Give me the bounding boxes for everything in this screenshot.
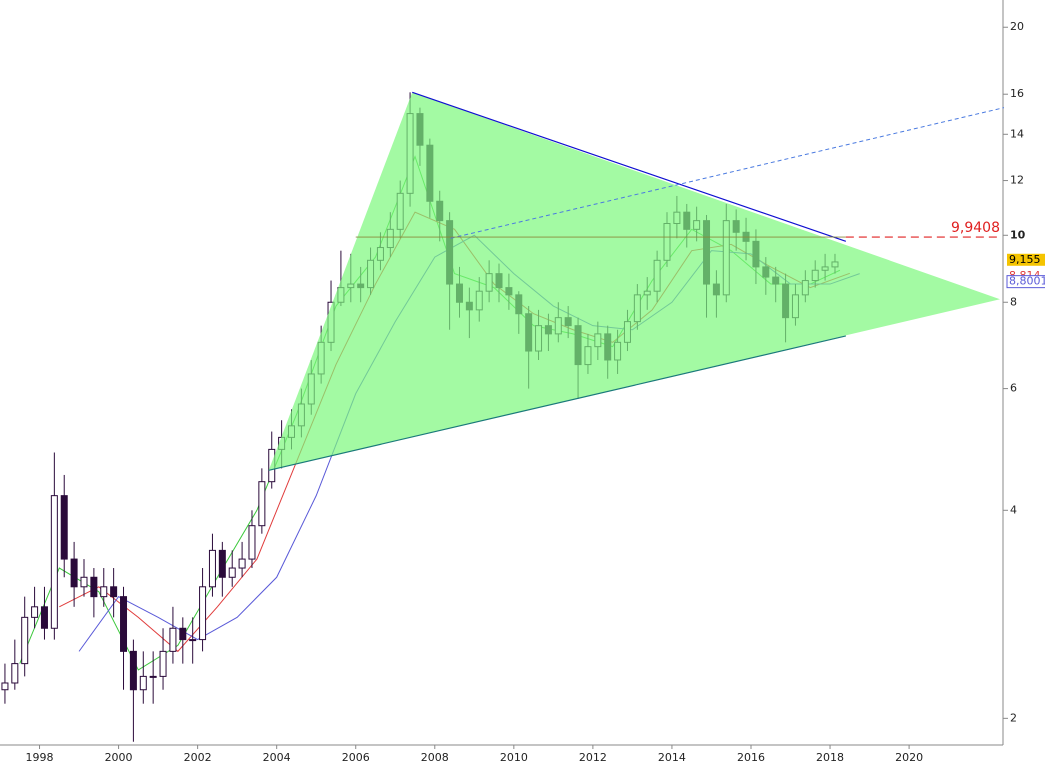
candle-body	[258, 481, 266, 527]
y-tick-label: 2	[1010, 711, 1017, 724]
price-label: 8,8001	[1006, 275, 1045, 289]
y-tick-label: 12	[1010, 174, 1024, 187]
projection-line	[450, 107, 1005, 239]
x-tick-label: 2004	[263, 751, 291, 764]
y-tick-label: 14	[1010, 127, 1024, 140]
candle-body	[110, 586, 118, 598]
resistance-line	[412, 91, 847, 242]
candle-body	[169, 627, 177, 652]
candle-body	[50, 495, 58, 629]
level-label: 9,9408	[951, 220, 1000, 236]
candle-body	[189, 639, 197, 642]
x-tick-label: 2018	[816, 751, 844, 764]
x-tick-label: 1998	[26, 751, 54, 764]
price-label-box	[1007, 253, 1045, 266]
support-line	[268, 335, 846, 471]
candle-body	[1, 682, 9, 691]
y-tick-label: 6	[1010, 382, 1017, 395]
candle-body	[31, 606, 39, 618]
candle-body	[238, 558, 246, 569]
x-tick-label: 2008	[421, 751, 449, 764]
candle-body	[228, 567, 236, 578]
x-tick-label: 2000	[105, 751, 133, 764]
y-tick-label: 16	[1010, 87, 1024, 100]
candle-body	[129, 650, 137, 691]
candle-body	[208, 549, 216, 588]
x-tick-label: 2002	[184, 751, 212, 764]
candle-body	[149, 675, 157, 678]
candle-body	[70, 558, 78, 588]
y-tick-label: 8	[1010, 295, 1017, 308]
candle-body	[218, 549, 226, 578]
candle-body	[60, 495, 68, 560]
x-tick-label: 2016	[737, 751, 765, 764]
candle-body	[199, 586, 207, 641]
candle-body	[40, 606, 48, 629]
y-tick-label: 4	[1010, 503, 1017, 516]
y-tick-label: 10	[1010, 228, 1026, 241]
candle-body	[80, 576, 88, 588]
price-label-box	[1006, 275, 1045, 289]
candle-body	[21, 616, 29, 665]
price-label-text: 8,8001	[1009, 275, 1045, 288]
candle-body	[120, 596, 128, 652]
candle-body	[11, 663, 19, 684]
candle-body	[159, 650, 167, 677]
x-tick-label: 2010	[500, 751, 528, 764]
price-label: 9,155	[1007, 253, 1045, 266]
x-tick-label: 2012	[579, 751, 607, 764]
price-label-text: 9,155	[1009, 253, 1041, 266]
candle-body	[100, 586, 108, 598]
candle-body	[248, 525, 256, 560]
candle-body	[90, 576, 98, 598]
candle-body	[139, 675, 147, 691]
x-tick-label: 2006	[342, 751, 370, 764]
x-tick-label: 2014	[658, 751, 686, 764]
triangle	[268, 92, 1001, 471]
y-tick-label: 20	[1010, 20, 1024, 33]
candle-body	[179, 627, 187, 641]
x-tick-label: 2020	[895, 751, 923, 764]
